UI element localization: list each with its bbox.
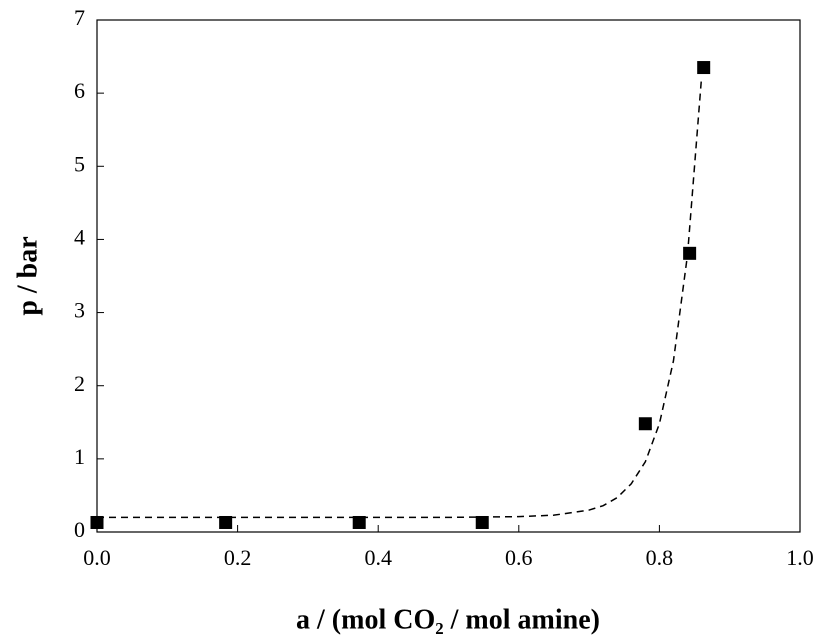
y-tick-label: 1	[74, 444, 85, 469]
y-tick-label: 0	[74, 517, 85, 542]
data-point	[697, 61, 711, 75]
y-axis-label: p / bar	[12, 236, 43, 315]
y-tick-label: 2	[74, 371, 85, 396]
data-point	[352, 515, 366, 529]
plot-frame	[96, 19, 801, 533]
data-point	[638, 417, 652, 431]
y-tick-label: 5	[74, 151, 85, 176]
y-tick-label: 6	[74, 78, 85, 103]
x-tick-label: 0.6	[505, 545, 533, 570]
x-axis-label: a / (mol CO₂ / mol amine)	[296, 604, 600, 635]
data-point	[90, 515, 104, 529]
fit-line	[97, 76, 703, 519]
y-tick-label: 4	[74, 224, 85, 249]
data-point	[475, 515, 489, 529]
data-point	[683, 246, 697, 260]
x-tick-label: 0.4	[364, 545, 392, 570]
y-tick-label: 3	[74, 298, 85, 323]
data-point	[219, 515, 233, 529]
x-tick-label: 0.2	[224, 545, 252, 570]
x-tick-label: 0.8	[646, 545, 674, 570]
x-tick-label: 1.0	[786, 545, 814, 570]
x-tick-label: 0.0	[83, 545, 111, 570]
y-tick-label: 7	[74, 5, 85, 30]
